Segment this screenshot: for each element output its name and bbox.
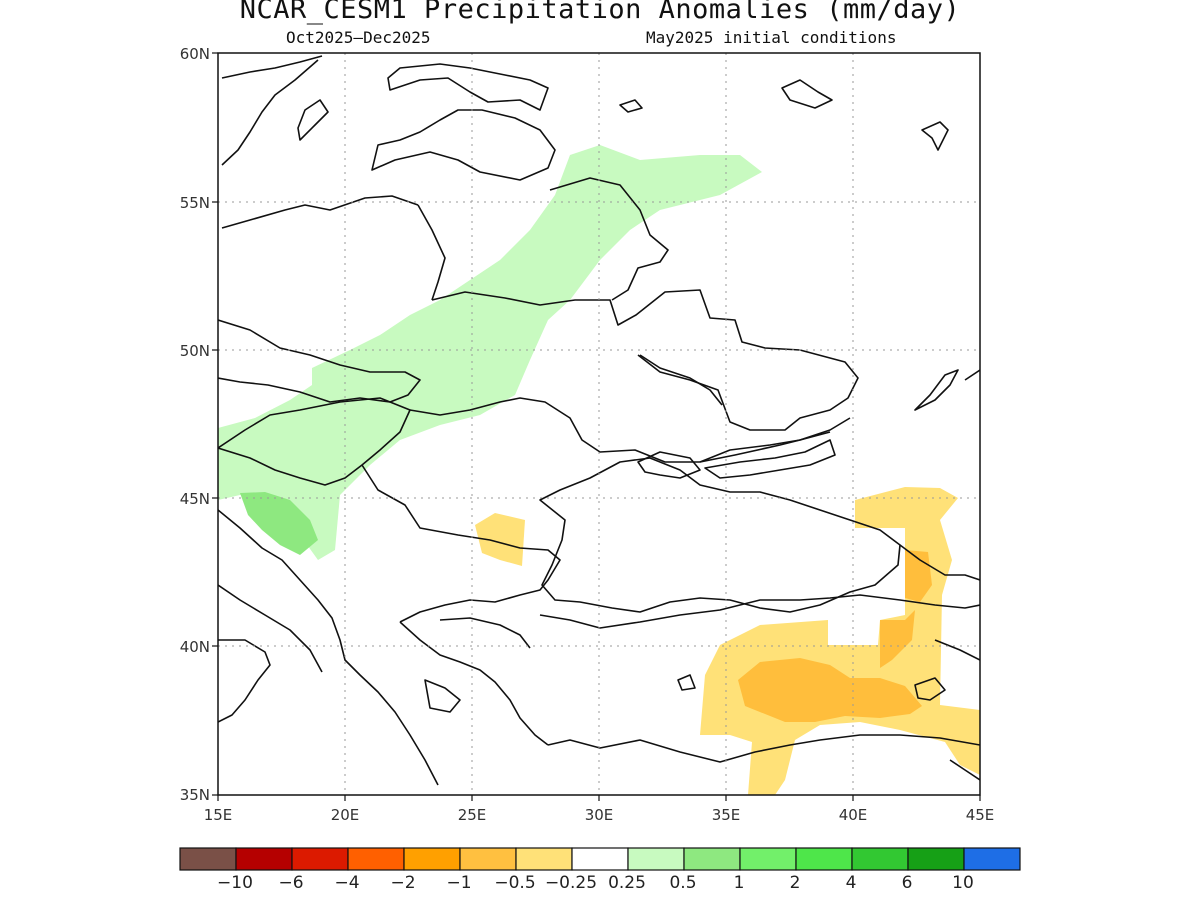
lon-label: 45E xyxy=(966,806,995,824)
colorbar-swatch xyxy=(179,847,237,871)
colorbar-swatch xyxy=(907,847,965,871)
colorbar-swatch xyxy=(795,847,853,871)
colorbar-swatch xyxy=(515,847,573,871)
colorbar-label: −0.25 xyxy=(545,873,597,893)
colorbar-label: 0.5 xyxy=(669,873,696,893)
latitude-labels: 60N 55N 50N 45N 40N 35N xyxy=(180,45,210,804)
colorbar-swatch xyxy=(627,847,685,871)
lat-label: 35N xyxy=(180,786,210,804)
lat-label: 45N xyxy=(180,490,210,508)
colorbar-label: −4 xyxy=(334,873,359,893)
lon-label: 25E xyxy=(458,806,487,824)
axis-ticks xyxy=(212,52,981,801)
colorbar-label: −1 xyxy=(446,873,471,893)
lat-label: 60N xyxy=(180,45,210,63)
colorbar-label: 2 xyxy=(790,873,801,893)
map-title: NCAR_CESM1 Precipitation Anomalies (mm/d… xyxy=(239,0,961,25)
colorbar-label: 0.25 xyxy=(608,873,646,893)
colorbar-label: −10 xyxy=(217,873,253,893)
lon-label: 20E xyxy=(331,806,360,824)
colorbar-labels: −10 −6 −4 −2 −1 −0.5 −0.25 0.25 0.5 1 2 … xyxy=(217,873,974,893)
colorbar-label: 6 xyxy=(902,873,913,893)
colorbar-label: 1 xyxy=(734,873,745,893)
dry-anomaly-core xyxy=(738,658,922,722)
colorbar-swatch xyxy=(571,847,629,871)
forecast-period: Oct2025–Dec2025 xyxy=(286,28,431,47)
colorbar-swatch xyxy=(459,847,517,871)
colorbar-swatch xyxy=(347,847,405,871)
longitude-labels: 15E 20E 25E 30E 35E 40E 45E xyxy=(204,806,995,824)
wet-anomaly-core xyxy=(240,492,318,555)
colorbar-swatch xyxy=(403,847,461,871)
lon-label: 40E xyxy=(839,806,868,824)
lat-label: 50N xyxy=(180,342,210,360)
black-sea-coast xyxy=(539,457,901,613)
colorbar-label: −2 xyxy=(390,873,415,893)
colorbar-label: −0.5 xyxy=(494,873,535,893)
colorbar-swatch xyxy=(291,847,349,871)
colorbar-swatch xyxy=(963,847,1021,871)
lon-label: 35E xyxy=(712,806,741,824)
colorbar-label: 10 xyxy=(952,873,974,893)
dry-anomaly-balkans xyxy=(475,513,525,566)
colorbar: −10 −6 −4 −2 −1 −0.5 −0.25 0.25 0.5 1 2 … xyxy=(179,847,1021,893)
colorbar-swatch xyxy=(851,847,909,871)
colorbar-label: −6 xyxy=(278,873,303,893)
graticule xyxy=(218,53,980,795)
dry-anomaly-east xyxy=(880,610,915,668)
colorbar-label: 4 xyxy=(846,873,857,893)
lon-label: 15E xyxy=(204,806,233,824)
initial-conditions: May2025 initial conditions xyxy=(646,28,897,47)
lat-label: 55N xyxy=(180,194,210,212)
colorbar-swatches xyxy=(179,847,1021,871)
colorbar-swatch xyxy=(739,847,797,871)
lon-label: 30E xyxy=(585,806,614,824)
wet-anomaly-region xyxy=(218,145,762,560)
map-area xyxy=(218,53,980,795)
coastlines xyxy=(218,55,980,786)
colorbar-swatch xyxy=(235,847,293,871)
lat-label: 40N xyxy=(180,638,210,656)
colorbar-swatch xyxy=(683,847,741,871)
